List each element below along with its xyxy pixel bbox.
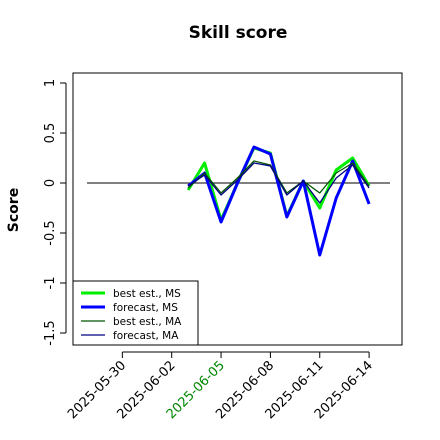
y-tick-label: 0.5 <box>43 123 58 144</box>
legend-label: best est., MA <box>113 316 182 328</box>
series-line <box>187 162 370 204</box>
chart-title: Skill score <box>189 23 288 43</box>
y-tick-label: -1 <box>43 277 58 290</box>
legend-label: forecast, MA <box>113 330 179 342</box>
legend-label: best est., MS <box>113 288 181 300</box>
series-line <box>187 145 371 257</box>
y-tick-label: -0.5 <box>43 220 58 245</box>
y-axis-label: Score <box>6 188 22 232</box>
y-tick-label: -1.5 <box>43 320 58 345</box>
series-line <box>187 160 370 194</box>
plot-frame <box>72 72 403 346</box>
y-tick-label: 1 <box>43 79 58 87</box>
legend-label: forecast, MS <box>113 302 178 314</box>
y-tick-label: 0 <box>43 179 58 187</box>
